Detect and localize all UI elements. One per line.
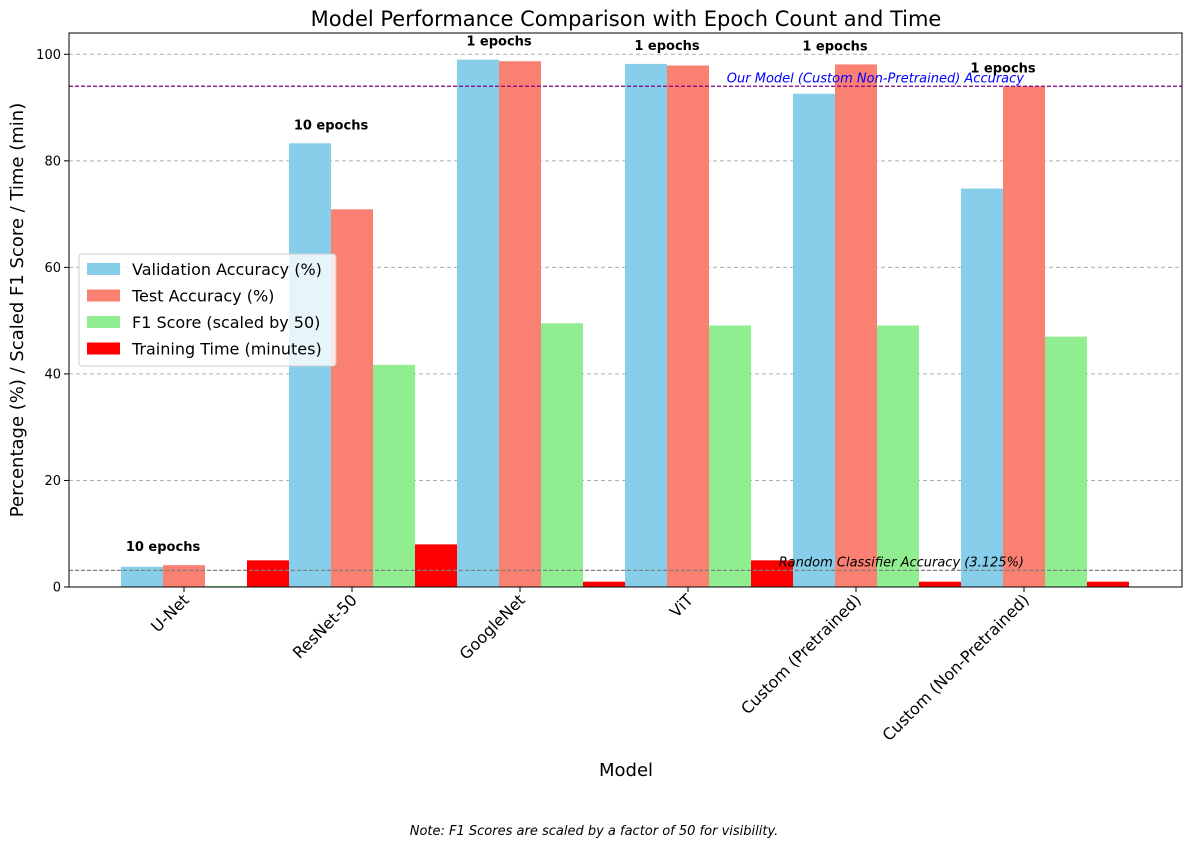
bar	[709, 325, 751, 587]
bar	[415, 544, 457, 587]
x-tick-label: Custom (Pretrained)	[737, 590, 865, 718]
bar	[1003, 86, 1045, 588]
epoch-label: 10 epochs	[294, 118, 369, 133]
y-axis-title: Percentage (%) / Scaled F1 Score / Time …	[7, 103, 28, 517]
x-axis: U-Net ResNet-50 GoogleNet ViT Custom (Pretra…	[147, 587, 1033, 745]
epoch-labels: 10 epochs 10 epochs 1 epochs 1 epochs 1 epoc…	[126, 35, 1036, 556]
bar	[247, 560, 289, 587]
bar	[499, 61, 541, 588]
x-tick-label: U-Net	[147, 590, 193, 636]
legend-box	[78, 253, 337, 367]
chart-title: Model Performance Comparison with Epoch …	[311, 7, 942, 31]
epoch-label: 1 epochs	[634, 39, 700, 54]
bar	[625, 63, 667, 587]
y-tick-label: 20	[44, 474, 61, 489]
epoch-label: 10 epochs	[126, 540, 201, 555]
bar	[457, 59, 499, 587]
bar	[163, 565, 205, 587]
epoch-label: 1 epochs	[466, 35, 532, 50]
epoch-label: 1 epochs	[970, 61, 1036, 76]
y-tick-label: 100	[36, 48, 61, 63]
bar	[961, 188, 1003, 588]
legend: Validation Accuracy (%) Test Accuracy (%)…	[78, 253, 337, 367]
y-tick-label: 80	[44, 154, 61, 169]
legend-label: Validation Accuracy (%)	[132, 260, 322, 279]
legend-label: F1 Score (scaled by 50)	[132, 313, 320, 332]
bar	[541, 323, 583, 587]
bar	[877, 325, 919, 587]
x-tick-label: GoogleNet	[456, 590, 529, 663]
bar	[667, 65, 709, 587]
bar	[793, 93, 835, 587]
bar	[919, 581, 961, 587]
legend-label: Test Accuracy (%)	[131, 287, 274, 306]
x-tick-label: ViT	[666, 590, 697, 621]
legend-swatch	[87, 316, 120, 328]
y-tick-label: 40	[44, 367, 61, 382]
legend-swatch	[87, 289, 120, 302]
reference-line-label: Random Classifier Accuracy (3.125%)	[779, 555, 1024, 570]
bar	[1045, 336, 1087, 587]
y-tick-label: 0	[53, 581, 61, 596]
x-tick-label: ResNet-50	[289, 590, 361, 662]
footnote: Note: F1 Scores are scaled by a factor o…	[410, 824, 779, 839]
legend-swatch	[87, 342, 120, 355]
x-axis-title: Model	[599, 760, 653, 781]
legend-label: Training Time (minutes)	[131, 340, 322, 359]
y-axis: 0 20 40 60 80 100	[36, 48, 69, 596]
bar	[751, 560, 793, 587]
bar	[373, 364, 415, 587]
reference-line-label: Our Model (Custom Non-Pretrained) Accura…	[727, 71, 1025, 86]
legend-swatch	[87, 263, 120, 275]
epoch-label: 1 epochs	[802, 39, 868, 54]
bar	[331, 209, 373, 587]
plot-frame	[68, 32, 1183, 588]
reference-lines: Our Model (Custom Non-Pretrained) Accura…	[69, 71, 1182, 571]
y-tick-label: 60	[44, 261, 61, 276]
bar	[205, 585, 247, 587]
x-tick-label: Custom (Non-Pretrained)	[879, 590, 1033, 744]
bar	[835, 64, 877, 588]
bar	[583, 581, 625, 587]
bars	[121, 59, 1129, 588]
bar	[121, 566, 163, 587]
bar	[1087, 581, 1129, 587]
